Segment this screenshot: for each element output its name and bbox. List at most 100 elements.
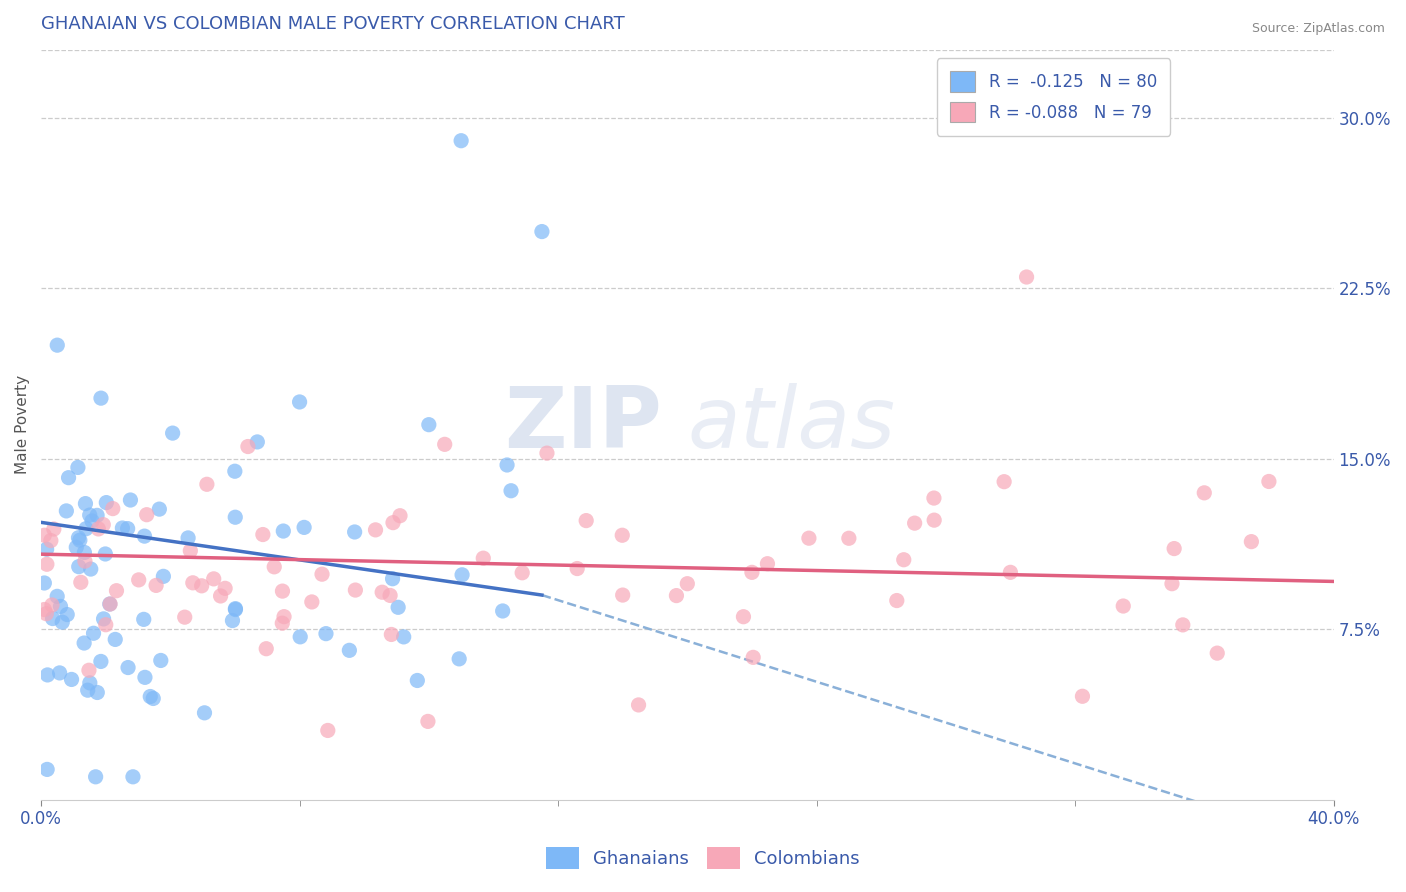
Point <box>190 579 212 593</box>
Point <box>292 520 315 534</box>
Point <box>676 576 699 591</box>
Point <box>271 524 294 538</box>
Point <box>162 426 184 441</box>
Point <box>273 609 295 624</box>
Point <box>41 598 63 612</box>
Point <box>214 582 236 596</box>
Point <box>195 477 218 491</box>
Point <box>86 508 108 523</box>
Point <box>224 601 246 615</box>
Point <box>67 559 90 574</box>
Legend: R =  -0.125   N = 80, R = -0.088   N = 79: R = -0.125 N = 80, R = -0.088 N = 79 <box>936 58 1170 136</box>
Point <box>51 615 73 630</box>
Point <box>65 541 87 555</box>
Point <box>152 569 174 583</box>
Point <box>46 590 69 604</box>
Point <box>492 604 515 618</box>
Point <box>104 632 127 647</box>
Point <box>838 531 860 545</box>
Point <box>499 483 522 498</box>
Point <box>993 475 1015 489</box>
Point <box>378 589 401 603</box>
Point <box>96 495 118 509</box>
Point <box>1163 541 1185 556</box>
Point <box>381 572 404 586</box>
Point <box>75 497 97 511</box>
Point <box>177 531 200 545</box>
Point <box>79 508 101 522</box>
Point <box>60 673 83 687</box>
Point <box>416 714 439 729</box>
Point <box>209 589 232 603</box>
Point <box>756 557 779 571</box>
Point <box>101 501 124 516</box>
Point <box>34 576 56 591</box>
Point <box>98 597 121 611</box>
Point <box>246 434 269 449</box>
Point <box>343 524 366 539</box>
Point <box>288 395 311 409</box>
Point <box>496 458 519 472</box>
Point <box>34 602 56 616</box>
Point <box>1171 618 1194 632</box>
Point <box>134 529 156 543</box>
Point <box>42 522 65 536</box>
Point <box>142 691 165 706</box>
Point <box>530 225 553 239</box>
Point <box>73 545 96 559</box>
Point <box>98 597 121 611</box>
Point <box>90 655 112 669</box>
Point <box>117 660 139 674</box>
Point <box>893 553 915 567</box>
Point <box>315 626 337 640</box>
Point <box>1206 646 1229 660</box>
Point <box>75 522 97 536</box>
Point <box>922 491 945 505</box>
Point <box>135 508 157 522</box>
Point <box>1071 690 1094 704</box>
Point <box>236 440 259 454</box>
Point <box>128 573 150 587</box>
Point <box>922 513 945 527</box>
Point <box>80 562 103 576</box>
Point <box>67 531 90 545</box>
Point <box>69 533 91 548</box>
Point <box>612 588 634 602</box>
Point <box>627 698 650 712</box>
Point <box>117 522 139 536</box>
Point <box>139 690 162 704</box>
Point <box>39 533 62 548</box>
Point <box>904 516 927 530</box>
Text: GHANAIAN VS COLOMBIAN MALE POVERTY CORRELATION CHART: GHANAIAN VS COLOMBIAN MALE POVERTY CORRE… <box>41 15 624 33</box>
Point <box>145 578 167 592</box>
Point <box>733 609 755 624</box>
Point <box>34 528 56 542</box>
Point <box>49 599 72 614</box>
Point <box>344 583 367 598</box>
Point <box>387 600 409 615</box>
Point <box>58 471 80 485</box>
Point <box>254 641 277 656</box>
Point <box>94 547 117 561</box>
Point <box>263 559 285 574</box>
Point <box>69 575 91 590</box>
Point <box>741 566 763 580</box>
Point <box>364 523 387 537</box>
Point <box>472 551 495 566</box>
Point <box>536 446 558 460</box>
Point <box>35 558 58 572</box>
Point <box>1257 475 1279 489</box>
Point <box>433 437 456 451</box>
Point <box>48 665 70 680</box>
Point <box>337 643 360 657</box>
Point <box>290 630 312 644</box>
Text: Source: ZipAtlas.com: Source: ZipAtlas.com <box>1251 22 1385 36</box>
Point <box>886 593 908 607</box>
Point <box>76 683 98 698</box>
Point <box>202 572 225 586</box>
Point <box>35 607 58 621</box>
Text: ZIP: ZIP <box>503 384 661 467</box>
Point <box>120 493 142 508</box>
Point <box>450 134 472 148</box>
Point <box>132 612 155 626</box>
